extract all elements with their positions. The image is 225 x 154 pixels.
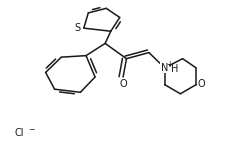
Text: +: + [166, 60, 172, 69]
Text: −: − [28, 126, 34, 135]
Text: N: N [160, 63, 168, 73]
Text: O: O [197, 79, 205, 89]
Text: H: H [170, 64, 178, 74]
Text: S: S [74, 23, 80, 33]
Text: O: O [119, 79, 127, 89]
Text: Cl: Cl [14, 128, 24, 138]
